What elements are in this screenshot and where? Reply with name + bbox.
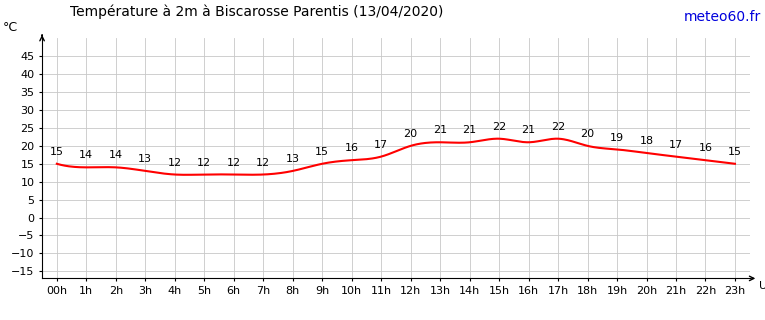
Text: meteo60.fr: meteo60.fr [684, 10, 761, 24]
Text: 15: 15 [728, 147, 742, 157]
Text: 22: 22 [551, 122, 565, 132]
Text: 12: 12 [226, 157, 241, 168]
Text: 16: 16 [698, 143, 712, 153]
Text: 17: 17 [669, 140, 683, 150]
Text: 12: 12 [168, 157, 182, 168]
Text: 15: 15 [315, 147, 329, 157]
Text: UTC: UTC [759, 281, 765, 291]
Text: 13: 13 [285, 154, 300, 164]
Text: 14: 14 [109, 150, 123, 160]
Text: 16: 16 [345, 143, 359, 153]
Text: 15: 15 [50, 147, 63, 157]
Text: 19: 19 [610, 132, 624, 142]
Text: 14: 14 [80, 150, 93, 160]
Text: 20: 20 [404, 129, 418, 139]
Text: 12: 12 [256, 157, 270, 168]
Text: 20: 20 [581, 129, 594, 139]
Text: 21: 21 [433, 125, 448, 135]
Text: 22: 22 [492, 122, 506, 132]
Text: °C: °C [2, 20, 18, 34]
Text: 17: 17 [374, 140, 388, 150]
Text: 12: 12 [197, 157, 211, 168]
Text: 18: 18 [640, 136, 653, 146]
Text: 21: 21 [522, 125, 536, 135]
Text: 13: 13 [138, 154, 152, 164]
Text: 21: 21 [463, 125, 477, 135]
Text: Température à 2m à Biscarosse Parentis (13/04/2020): Température à 2m à Biscarosse Parentis (… [70, 5, 444, 19]
